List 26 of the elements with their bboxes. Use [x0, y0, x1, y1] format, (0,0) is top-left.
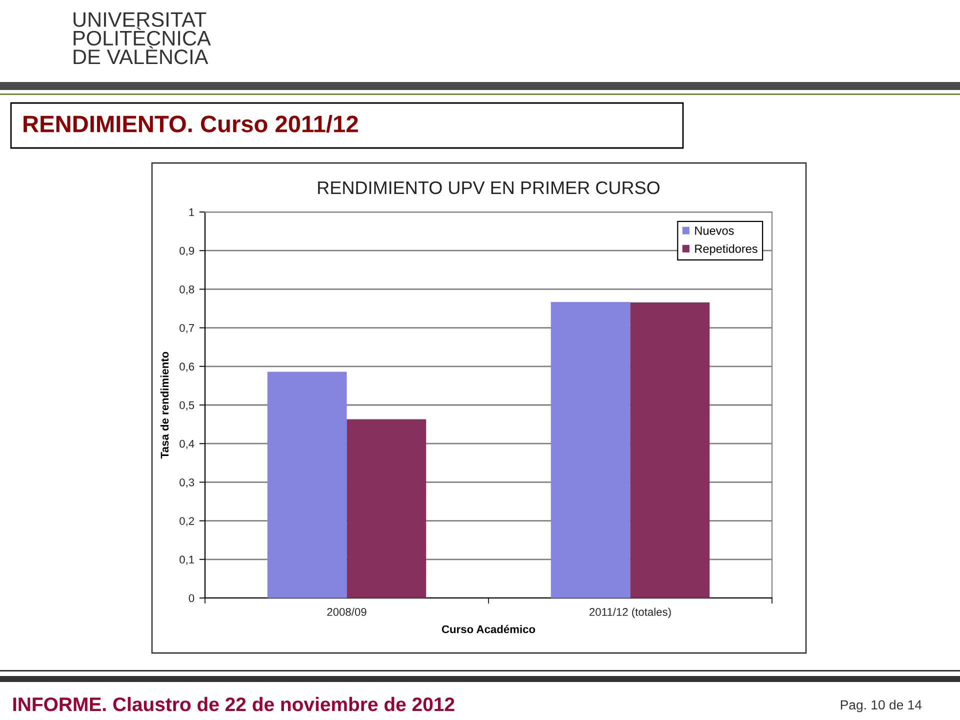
y-tick-label: 0,8 — [180, 285, 194, 295]
y-tick-label: 0,9 — [180, 246, 194, 256]
y-tick-label: 0,3 — [180, 478, 194, 488]
legend-label: Repetidores — [695, 244, 758, 256]
y-tick-label: 0,2 — [180, 517, 194, 526]
legend-label: Nuevos — [695, 226, 734, 235]
x-tick-label: 2008/09 — [327, 608, 366, 616]
text: UNIVERSITAT POLITÈCNICA DE VALÈNCIA — [74, 12, 211, 64]
x-axis-title: Curso Académico — [442, 624, 536, 634]
y-tick-label: 0,5 — [180, 401, 194, 410]
y-tick-label: 0,6 — [180, 362, 194, 372]
bar — [550, 302, 630, 598]
bar — [630, 302, 710, 598]
y-tick-label: 0 — [188, 594, 194, 602]
text: RENDIMIENTO. Curso 2011/12 — [24, 114, 358, 133]
text: INFORME. Claustro de 22 de noviembre de 2012 — [13, 696, 454, 712]
y-tick-label: 0,4 — [180, 440, 194, 450]
text: Pag. 10 de 14 — [840, 700, 922, 712]
bar — [267, 372, 347, 598]
bar — [346, 419, 426, 598]
y-axis-title: Tasa de rendimiento — [160, 352, 169, 458]
y-tick-label: 0,7 — [180, 324, 194, 334]
y-tick-label: 1 — [189, 208, 194, 216]
y-tick-label: 0,1 — [180, 556, 194, 565]
chart-title: RENDIMIENTO UPV EN PRIMER CURSO — [318, 181, 660, 194]
x-tick-label: 2011/12 (totales) — [590, 608, 671, 618]
